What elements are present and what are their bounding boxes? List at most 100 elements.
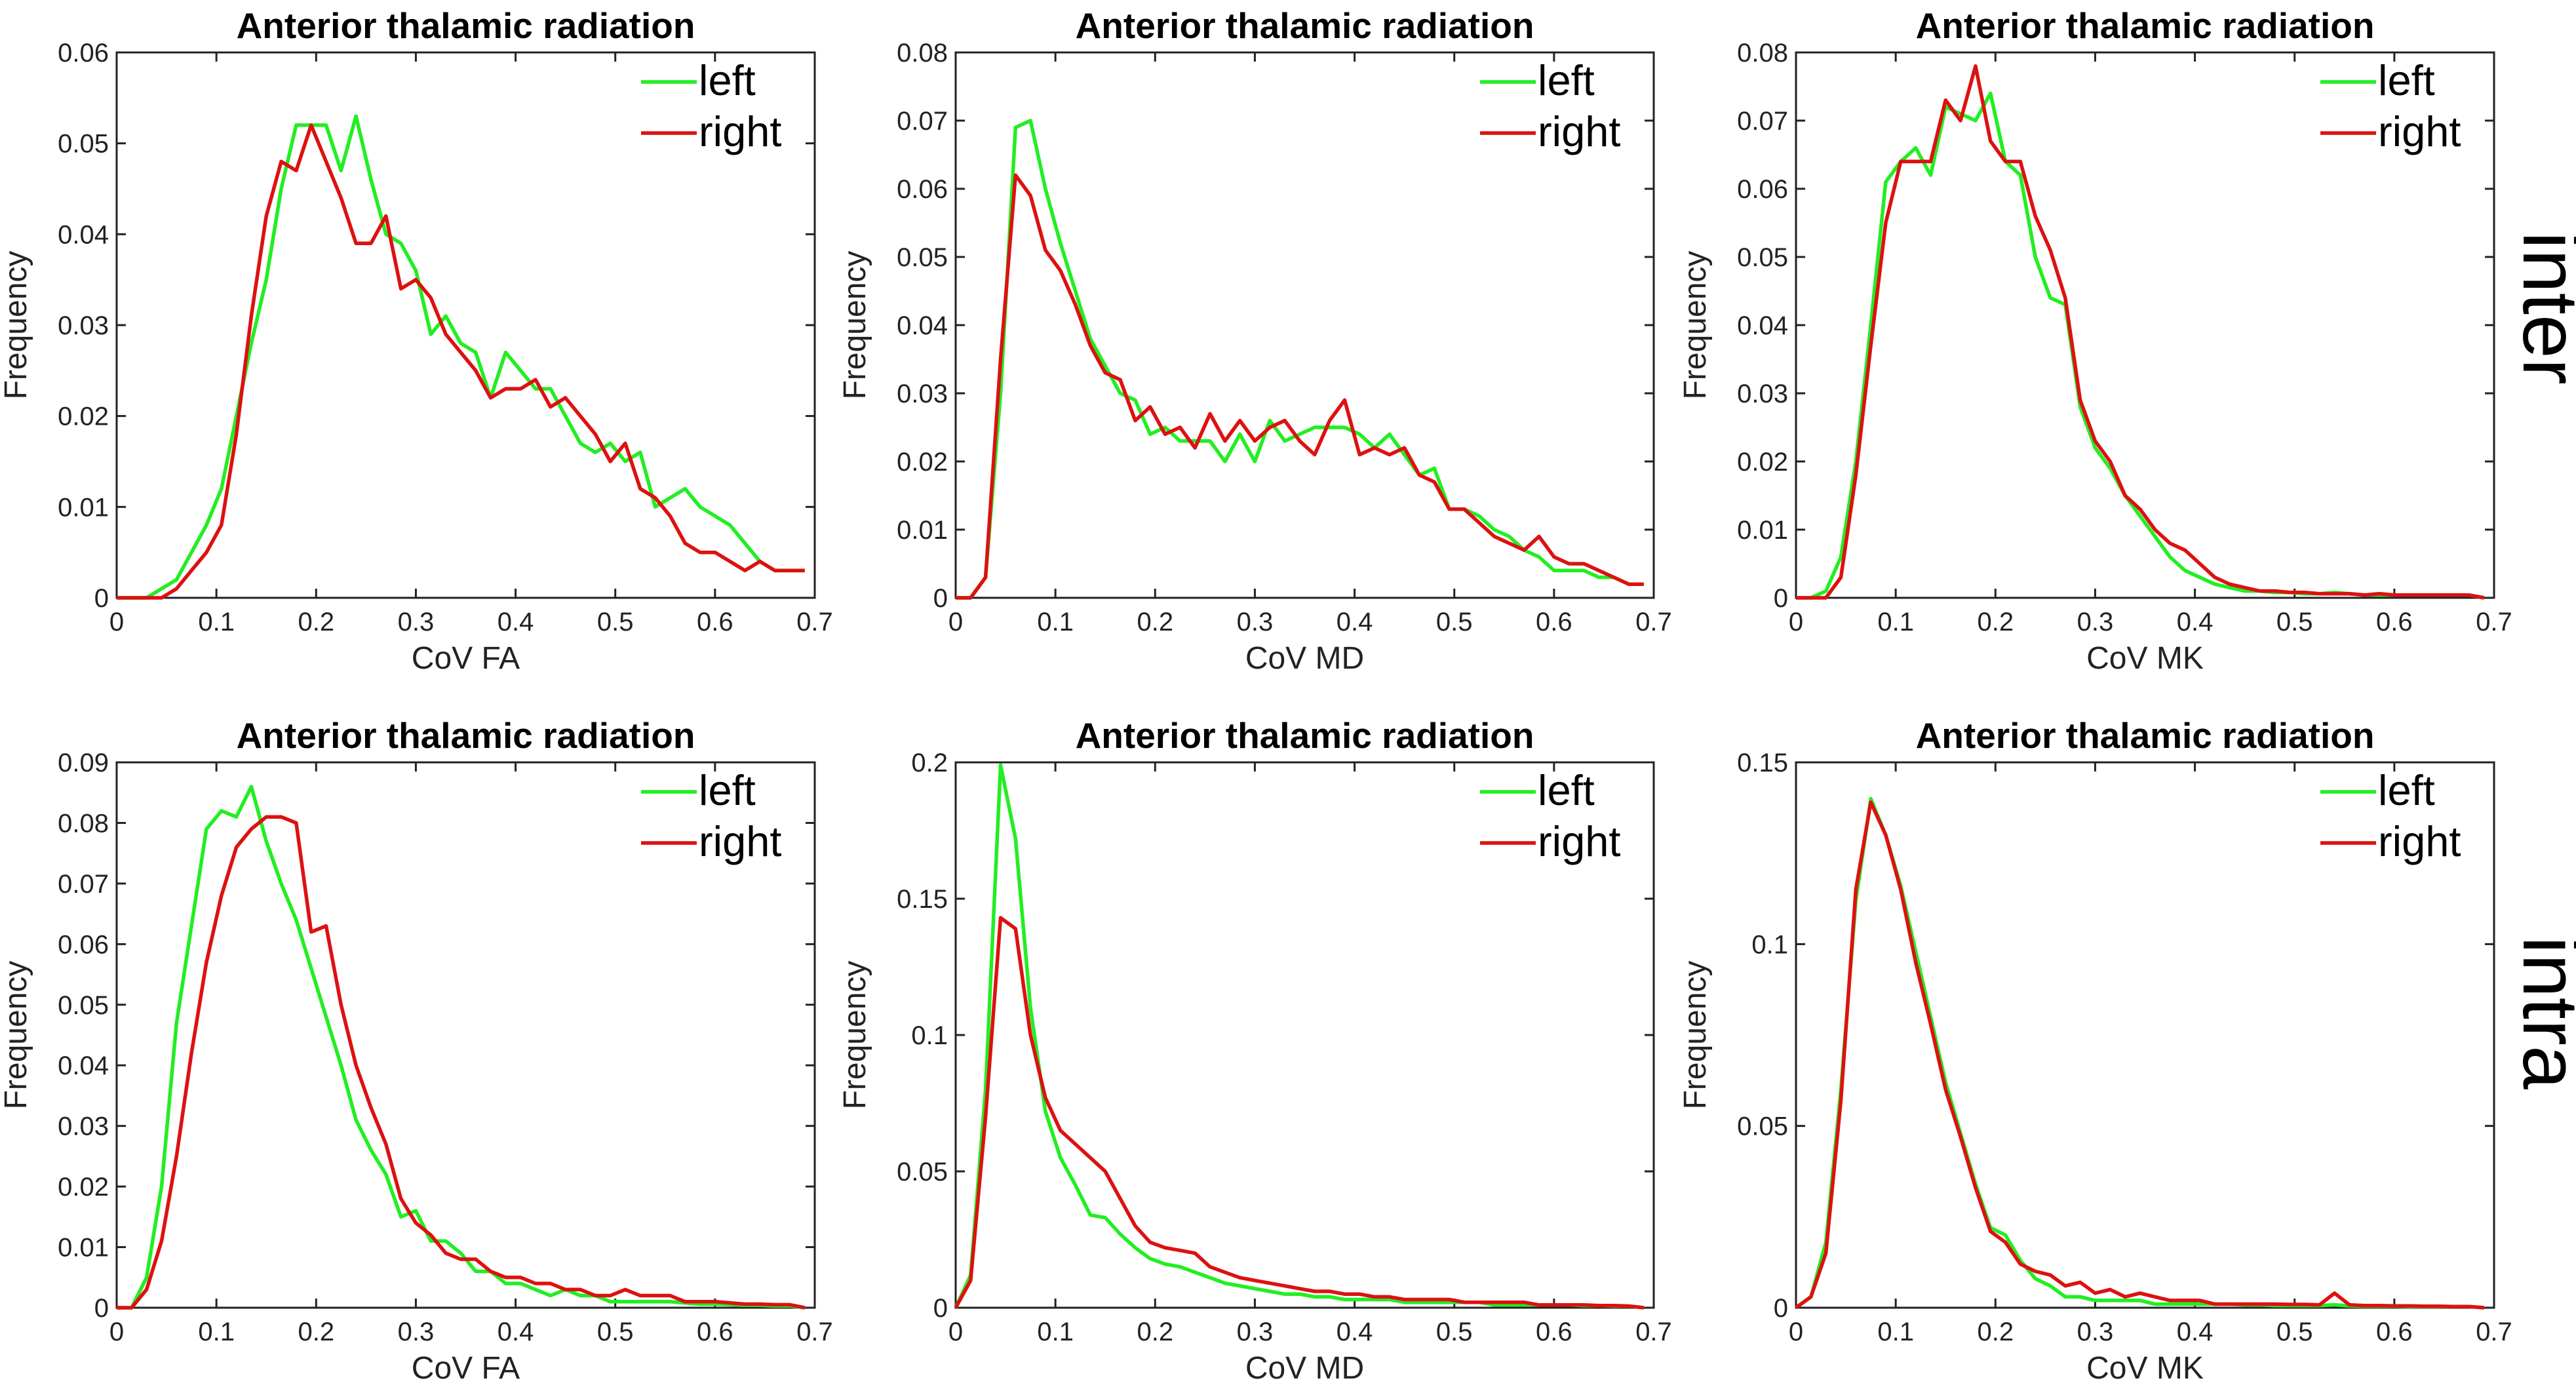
x-tick-label: 0 [109,1318,124,1346]
legend-label-left: left [1538,766,1595,814]
y-tick-label: 0.04 [58,220,109,249]
series-line-left [1795,796,2485,1310]
y-tick-label: 0 [1774,584,1788,613]
x-tick-label: 0.7 [2476,608,2512,636]
legend-label-right: right [1538,108,1620,155]
x-axis-label: CoV MK [2086,1351,2204,1386]
y-tick-label: 0.06 [58,39,109,68]
chart-title: Anterior thalamic radiation [237,715,695,756]
panel-4: 0 0.1 0.2 0.3 0.4 0.5 0.6 0.7 0 0.01 0.02 0.03 0.04 0… [0,715,833,1386]
panel-5: 0 0.1 0.2 0.3 0.4 0.5 0.6 0.7 0 0.05 0.1 0.15 0.2 Ant… [838,715,1672,1386]
y-tick-label: 0.02 [1737,448,1788,477]
x-axis-label: CoV MD [1245,1351,1364,1386]
chart-title: Anterior thalamic radiation [1916,5,2375,46]
x-tick-label: 0 [109,608,124,636]
series-line-right [1795,800,2485,1310]
y-tick-label: 0.06 [58,930,109,959]
plot-frame [1795,761,2495,1309]
x-tick-label: 0.1 [1037,1318,1074,1346]
legend-label-left: left [2378,56,2435,104]
x-tick-label: 0.2 [1977,1318,2014,1346]
x-tick-label: 0.3 [398,1318,435,1346]
legend-label-right: right [699,108,781,155]
series-line-right [956,173,1644,600]
legend-label-right: right [1538,817,1620,865]
legend-label-left: left [1538,56,1595,104]
x-axis-label: CoV MK [2086,641,2204,676]
x-tick-label: 0.4 [498,608,534,636]
y-tick-label: 0.06 [897,175,948,204]
x-tick-label: 0.7 [796,1318,833,1346]
row-label-intra: intra [2507,936,2576,1089]
y-tick-label: 0.05 [897,1158,948,1186]
y-tick-label: 0.05 [897,243,948,272]
y-tick-label: 0 [1774,1294,1788,1323]
x-tick-label: 0.2 [298,608,334,636]
y-tick-label: 0.02 [58,1173,109,1202]
y-tick-label: 0.01 [1737,516,1788,545]
y-axis-label: Frequency [838,961,872,1110]
y-axis-label: Frequency [0,961,33,1110]
y-tick-label: 0.03 [58,311,109,340]
series-line-right [117,123,805,600]
x-tick-label: 0.6 [1536,1318,1572,1346]
y-tick-label: 0.09 [58,749,109,777]
y-tick-label: 0.02 [897,448,948,477]
y-axis-label: Frequency [838,251,872,400]
series-line-right [117,815,806,1310]
y-tick-label: 0 [94,1294,109,1323]
x-tick-label: 0.2 [1137,1318,1173,1346]
y-tick-label: 0.04 [897,311,948,340]
y-tick-label: 0.04 [1737,311,1788,340]
panel-3: 0 0.1 0.2 0.3 0.4 0.5 0.6 0.7 0 0.01 0.02 0.03 0.04 0… [1678,5,2512,676]
row-label-inter: inter [2507,231,2576,384]
x-tick-label: 0 [1789,1318,1803,1346]
legend-label-right: right [2378,817,2461,865]
x-tick-label: 0.4 [1337,608,1373,636]
x-tick-label: 0 [1789,608,1803,636]
y-tick-label: 0.04 [58,1051,109,1080]
y-tick-label: 0 [933,1294,948,1323]
legend-label-right: right [699,817,781,865]
x-tick-label: 0.6 [1536,608,1572,636]
series-line-right [1796,64,2485,600]
y-tick-label: 0.1 [1751,930,1788,959]
chart-title: Anterior thalamic radiation [1076,5,1534,46]
x-tick-label: 0.6 [2376,608,2413,636]
y-tick-label: 0.06 [1737,175,1788,204]
y-axis-label: Frequency [1678,251,1713,400]
chart-title: Anterior thalamic radiation [1076,715,1534,756]
x-tick-label: 0.1 [1877,1318,1914,1346]
x-tick-label: 0.2 [1137,608,1173,636]
y-tick-label: 0.05 [1737,243,1788,272]
x-tick-label: 0.7 [2476,1318,2512,1346]
x-tick-label: 0.4 [2177,608,2214,636]
x-tick-label: 0.5 [597,1318,634,1346]
y-tick-label: 0.07 [897,107,948,136]
y-tick-label: 0.08 [58,809,109,838]
x-tick-label: 0.5 [1436,608,1473,636]
y-tick-label: 0.08 [897,39,948,68]
y-tick-label: 0.05 [58,991,109,1020]
y-tick-label: 0.03 [1737,380,1788,408]
x-axis-label: CoV MD [1245,641,1364,676]
x-tick-label: 0.4 [498,1318,534,1346]
chart-title: Anterior thalamic radiation [1916,715,2375,756]
y-tick-label: 0.15 [897,885,948,914]
x-tick-label: 0.7 [796,608,833,636]
x-tick-label: 0.4 [2177,1318,2214,1346]
y-tick-label: 0 [94,584,109,613]
y-tick-label: 0.01 [897,516,948,545]
panel-1: 0 0.1 0.2 0.3 0.4 0.5 0.6 0.7 0 0.01 0.02 0.03 0.04 0… [0,5,833,676]
x-tick-label: 0.5 [597,608,634,636]
x-tick-label: 0.2 [298,1318,334,1346]
x-tick-label: 0.1 [198,1318,235,1346]
y-axis-label: Frequency [0,251,33,400]
x-tick-label: 0 [948,1318,963,1346]
y-tick-label: 0 [933,584,948,613]
legend-label-right: right [2378,108,2461,155]
x-tick-label: 0.1 [1037,608,1074,636]
y-tick-label: 0.1 [911,1021,948,1050]
y-tick-label: 0.08 [1737,39,1788,68]
